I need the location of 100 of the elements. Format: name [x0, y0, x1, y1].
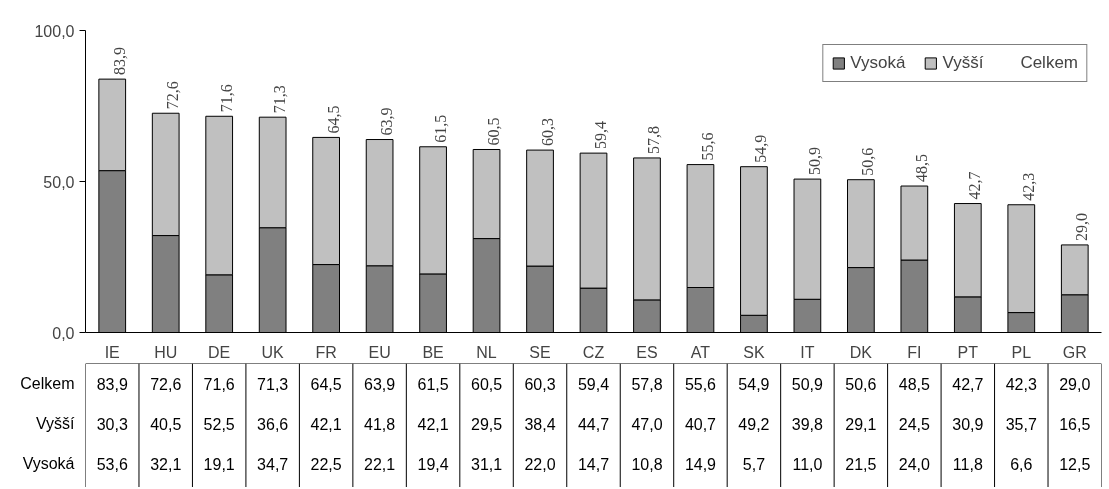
legend-label: Vysoká [850, 53, 906, 73]
data-label: 24,0 [898, 455, 931, 473]
x-tick-label: FI [907, 343, 922, 361]
data-label: 30,9 [952, 415, 984, 433]
total-label: 50,6 [859, 147, 877, 176]
total-label: 71,6 [217, 84, 235, 113]
total-label: 72,6 [164, 81, 182, 110]
x-tick-label: FR [315, 343, 337, 361]
data-label: 53,6 [96, 455, 128, 473]
x-tick-label: NL [476, 343, 497, 361]
data-label: 29,1 [845, 415, 877, 433]
data-label: 5,7 [742, 455, 766, 473]
x-tick-label: BE [422, 343, 444, 361]
x-tick-label: PT [957, 343, 979, 361]
data-label: 22,0 [524, 455, 556, 473]
x-tick-label: AT [690, 343, 711, 361]
text: 63,9 [364, 375, 396, 393]
text: 60,5 [470, 375, 503, 393]
legend-label: Vyšší [942, 53, 984, 73]
total-label: 83,9 [110, 47, 128, 76]
total-label: 63,9 [378, 107, 396, 136]
data-label: 11,8 [952, 455, 983, 473]
y-tick-label: 50,0 [43, 173, 75, 191]
data-label: 34,7 [257, 455, 289, 473]
data-label: 12,5 [1059, 455, 1091, 473]
total-label: 59,4 [592, 121, 609, 150]
text: 59,4 [577, 375, 610, 393]
total-label: 71,3 [271, 85, 289, 114]
data-label: 6,6 [1010, 455, 1033, 473]
total-label: 29,0 [1073, 212, 1091, 241]
total-label: 64,5 [324, 105, 342, 134]
data-label: 47,0 [631, 415, 663, 433]
data-label: 32,1 [150, 455, 182, 473]
text: 71,3 [257, 375, 289, 393]
text: 64,5 [310, 375, 342, 393]
text: 72,6 [150, 375, 182, 393]
data-label: 42,1 [417, 415, 449, 433]
data-label: 29,5 [470, 415, 503, 433]
data-label: 19,4 [417, 455, 449, 473]
total-label: 61,5 [431, 114, 449, 143]
data-label: 38,4 [524, 415, 556, 433]
text: 60,3 [524, 375, 556, 393]
total-label: 42,7 [966, 171, 984, 200]
text: 54,9 [738, 375, 770, 393]
data-label: 16,5 [1059, 415, 1091, 433]
data-label: 14,9 [684, 455, 717, 473]
x-tick-label: HU [154, 343, 178, 361]
text: 50,9 [791, 375, 823, 393]
data-label: 52,5 [203, 415, 235, 433]
data-label: 36,6 [257, 415, 289, 433]
text: Celkem [20, 375, 75, 392]
text: 55,6 [684, 375, 717, 393]
data-label: 19,1 [203, 455, 235, 473]
text: Vysoká [22, 455, 75, 472]
data-label: 31,1 [470, 455, 503, 473]
y-tick-label: 0,0 [52, 324, 75, 342]
data-label: 30,3 [96, 415, 128, 433]
total-label: 60,3 [538, 118, 556, 147]
x-tick-label: EU [368, 343, 391, 361]
data-label: 24,5 [898, 415, 931, 433]
annotation: Celkem [1020, 53, 1078, 73]
data-label: 39,8 [791, 415, 824, 433]
x-tick-label: DK [849, 343, 873, 361]
text: 42,3 [1005, 375, 1037, 393]
data-label: 22,1 [364, 455, 396, 473]
x-tick-label: CZ [582, 343, 605, 361]
data-label: 10,8 [631, 455, 663, 473]
text: 83,9 [96, 375, 128, 393]
data-label: 40,7 [684, 415, 717, 433]
text: 61,5 [417, 375, 449, 393]
x-tick-label: GR [1062, 343, 1087, 361]
x-tick-label: UK [261, 343, 285, 361]
x-tick-label: DE [208, 343, 231, 361]
data-label: 42,1 [310, 415, 342, 433]
text: 42,7 [952, 375, 984, 393]
data-label: 49,2 [738, 415, 770, 433]
data-label: 14,7 [577, 455, 610, 473]
x-tick-label: IE [104, 343, 120, 361]
total-label: 60,5 [485, 117, 503, 146]
total-label: 42,3 [1019, 172, 1037, 201]
text: 29,0 [1059, 375, 1091, 393]
text: 48,5 [898, 375, 930, 393]
x-tick-label: PL [1011, 343, 1032, 361]
total-label: 57,8 [645, 125, 663, 154]
total-label: 48,5 [912, 154, 930, 183]
x-tick-label: SE [529, 343, 551, 361]
text: 50,6 [845, 375, 877, 393]
data-label: 21,5 [845, 455, 877, 473]
total-label: 55,6 [698, 132, 716, 161]
text: Vyšší [35, 415, 75, 432]
total-label: 50,9 [805, 147, 823, 176]
data-label: 44,7 [577, 415, 610, 433]
x-tick-label: IT [800, 343, 815, 361]
text: 57,8 [631, 375, 663, 393]
y-tick-label: 100,0 [34, 22, 75, 40]
data-label: 41,8 [364, 415, 396, 433]
x-tick-label: ES [636, 343, 658, 361]
data-label: 35,7 [1005, 415, 1037, 433]
data-label: 11,0 [792, 455, 823, 473]
data-label: 22,5 [310, 455, 342, 473]
